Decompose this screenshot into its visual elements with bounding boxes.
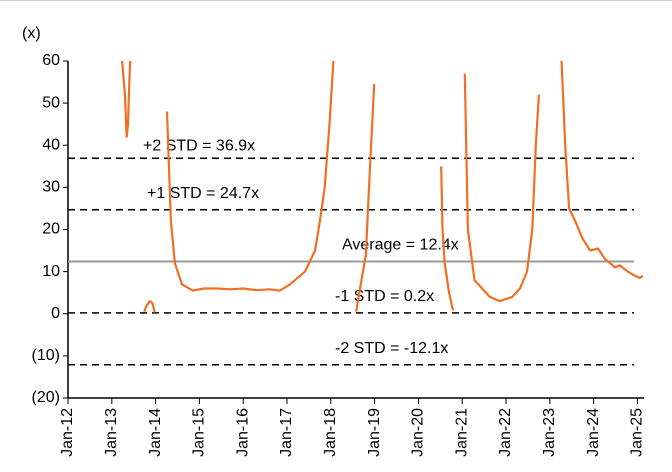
y-tick-label: 50 — [42, 94, 60, 111]
y-tick-label: 20 — [42, 221, 60, 238]
y-tick-label: (20) — [32, 389, 60, 406]
y-tick-label: 0 — [51, 305, 60, 322]
x-tick-label: Jan-17 — [278, 408, 295, 457]
y-tick-label: 10 — [42, 263, 60, 280]
x-tick-label: Jan-18 — [322, 408, 339, 457]
x-tick-label: Jan-23 — [541, 408, 558, 457]
x-tick-label: Jan-24 — [585, 408, 602, 457]
y-tick-label: (10) — [32, 347, 60, 364]
reference-label: +2 STD = 36.9x — [143, 138, 255, 155]
data-line — [120, 61, 644, 313]
x-tick-label: Jan-19 — [366, 408, 383, 457]
reference-label: -1 STD = 0.2x — [335, 288, 434, 305]
x-tick-label: Jan-16 — [234, 408, 251, 457]
y-tick-label: 40 — [42, 136, 60, 153]
reference-label: -2 STD = -12.1x — [335, 340, 448, 357]
x-tick-label: Jan-15 — [191, 408, 208, 457]
y-tick-label: 30 — [42, 179, 60, 196]
x-tick-label: Jan-20 — [410, 408, 427, 457]
reference-label: +1 STD = 24.7x — [147, 185, 259, 202]
x-tick-label: Jan-14 — [147, 408, 164, 457]
x-tick-label: Jan-12 — [59, 408, 76, 457]
x-tick-label: Jan-13 — [103, 408, 120, 457]
x-tick-label: Jan-25 — [629, 408, 646, 457]
x-tick-label: Jan-22 — [497, 408, 514, 457]
y-unit-label: (x) — [22, 25, 41, 42]
reference-label: Average = 12.4x — [342, 237, 459, 254]
y-tick-label: 60 — [42, 52, 60, 69]
x-tick-label: Jan-21 — [453, 408, 470, 457]
